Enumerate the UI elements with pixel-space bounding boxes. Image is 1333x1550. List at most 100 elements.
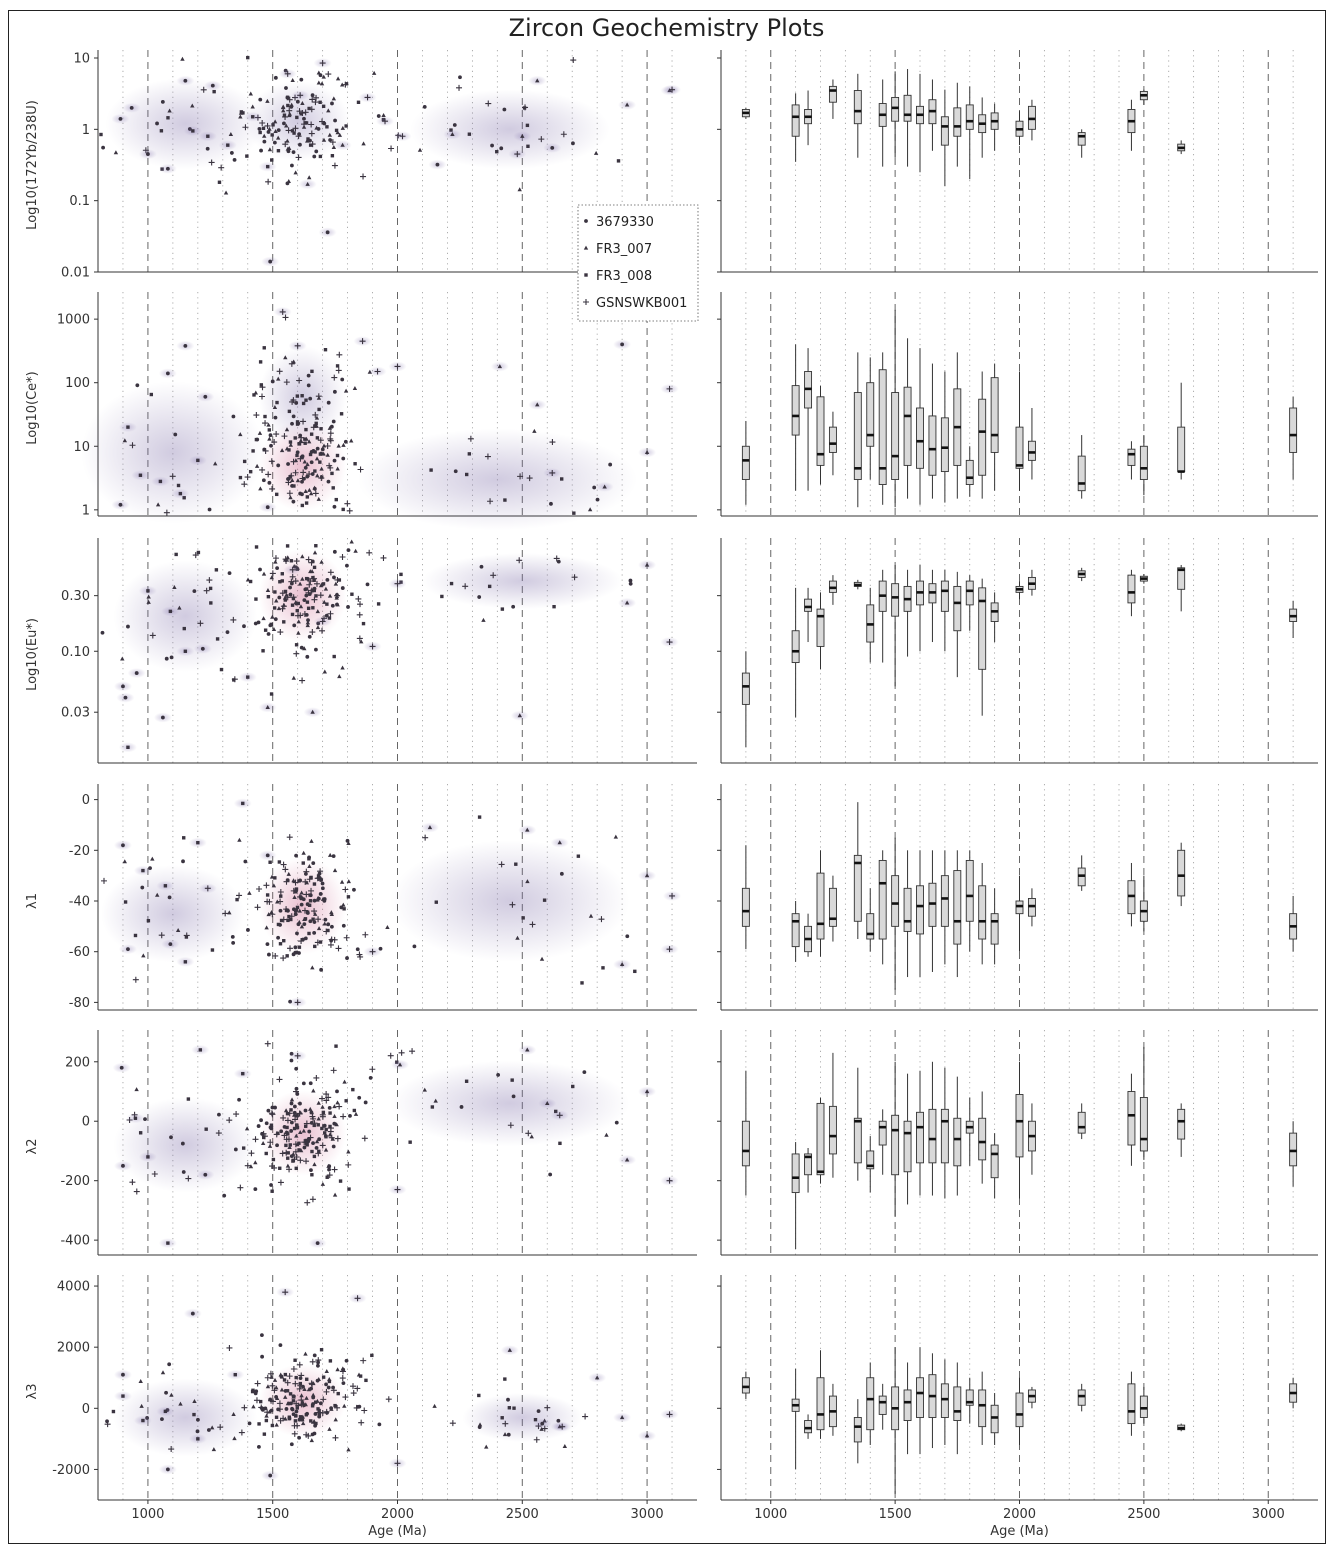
scatter-point [260,1354,265,1359]
scatter-point [310,1404,315,1408]
box-iqr [1077,1111,1086,1134]
scatter-point [248,469,253,474]
scatter-point [146,1155,150,1159]
scatter-point [356,611,363,618]
scatter-point [309,1381,316,1388]
box-iqr [791,385,800,436]
box-iqr [928,415,937,476]
scatter-point [311,1141,315,1146]
scatter-point [196,1417,200,1422]
scatter-point [267,147,273,152]
box-iqr [965,1389,974,1406]
scatter-point [229,151,234,155]
scatter-point [602,484,607,489]
scatter-point [344,1099,348,1103]
scatter-point [619,961,625,966]
box-iqr [853,1417,862,1443]
scatter-point [303,441,307,445]
scatter-point [666,1411,673,1418]
scatter-point [182,836,186,840]
scatter-point [180,1141,185,1146]
scatter-point [251,449,255,453]
scatter-point [260,1140,266,1145]
scatter-point [325,602,329,606]
scatter-point [315,473,320,478]
scatter-point [266,164,270,169]
scatter-point [312,882,317,886]
scatter-point [315,1378,320,1383]
scatter-point [233,1111,240,1118]
scatter-point [241,1146,246,1150]
scatter-point [321,104,326,108]
scatter-point [315,1241,320,1246]
scatter-point [553,555,560,562]
scatter-point [250,104,255,109]
scatter-point [322,898,327,903]
scatter-point [331,1144,336,1149]
scatter-point [314,423,319,428]
scatter-point [624,1157,630,1162]
scatter-point [285,1389,290,1393]
scatter-point [300,576,305,581]
scatter-point [295,1142,300,1147]
box-iqr [791,104,800,137]
scatter-point [369,643,376,650]
density-blob [409,89,610,170]
scatter-point [334,1122,339,1127]
scatter-point [263,414,267,419]
scatter-point [343,934,350,941]
scatter-point [331,854,336,859]
scatter-point [251,1404,256,1409]
scatter-point [251,1388,255,1392]
scatter-point [315,609,320,614]
scatter-point [253,1160,258,1165]
scatter-point [292,895,297,900]
scatter-point [550,145,555,150]
scatter-point [244,1162,251,1169]
scatter-point [297,92,304,99]
scatter-point [540,1421,545,1426]
scatter-point [291,359,296,364]
scatter-point [126,624,130,629]
scatter-point [318,154,323,159]
scatter-point [307,1134,314,1141]
scatter-point [256,1124,261,1128]
scatter-point [346,840,351,845]
scatter-point [644,450,650,455]
scatter-point [297,1382,304,1389]
scatter-point [342,1403,347,1408]
scatter-point [120,656,125,661]
scatter-point [290,458,297,465]
scatter-point [285,544,290,548]
scatter-point [314,647,318,652]
scatter-point [256,885,263,892]
scatter-point [121,1163,125,1168]
scatter-point [296,1361,303,1368]
scatter-point [274,1415,279,1419]
scatter-point [526,475,533,482]
scatter-point [169,655,174,660]
scatter-point [380,554,387,561]
scatter-point [174,552,178,557]
scatter-point [305,495,310,499]
scatter-point [146,919,151,923]
scatter-point [321,1375,326,1379]
scatter-point [397,1062,403,1067]
scatter-point [341,456,346,461]
scatter-point [248,91,253,96]
scatter-point [290,77,295,82]
scatter-point [269,575,274,580]
box-iqr [878,1395,887,1415]
scatter-point [538,136,545,143]
y-tick-label: 1000 [57,313,90,328]
scatter-point [295,608,299,613]
scatter-point [322,121,327,126]
scatter-point [359,338,366,345]
scatter-point [361,1135,368,1142]
scatter-point [333,1403,337,1408]
scatter-point [467,435,474,442]
density-blob [258,549,347,643]
scatter-point [306,618,310,623]
scatter-point [253,412,260,419]
scatter-point [285,878,290,883]
